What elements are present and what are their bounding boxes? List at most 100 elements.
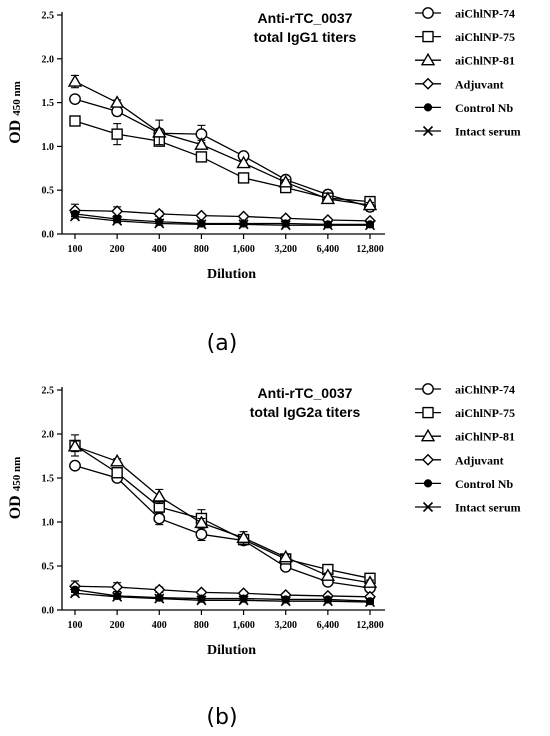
- data-point: [195, 528, 208, 541]
- data-point: [280, 596, 291, 607]
- legend-label: aiChlNP-74: [455, 383, 515, 397]
- x-tick-label: 400: [152, 620, 167, 631]
- x-tick-label: 12,800: [356, 244, 384, 255]
- y-tick-label: 2.5: [42, 11, 55, 22]
- series-aichlnp-75: [69, 115, 376, 208]
- data-point: [111, 581, 124, 594]
- data-point: [153, 512, 166, 525]
- legend-marker: [420, 428, 436, 442]
- data-point: [238, 595, 249, 606]
- data-point: [194, 137, 209, 150]
- legend-item: Intact serum: [415, 501, 521, 515]
- chart-title-line: Anti-rTC_0037: [258, 10, 353, 26]
- x-axis-title: Dilution: [207, 267, 256, 282]
- legend-label: aiChlNP-75: [455, 30, 515, 44]
- legend: aiChlNP-74 aiChlNP-75 aiChlNP-81 Adjuvant Co…: [415, 7, 521, 139]
- y-tick-label: 0.5: [42, 186, 55, 197]
- legend: aiChlNP-74 aiChlNP-75 aiChlNP-81 Adjuvant Co…: [415, 383, 521, 515]
- data-point: [280, 220, 291, 231]
- series-line: [74, 585, 371, 598]
- data-point: [320, 568, 336, 581]
- x-tick-label: 6,400: [317, 244, 340, 255]
- y-axis-title-text: OD 450 nm: [7, 457, 24, 520]
- data-point: [236, 530, 251, 544]
- legend-marker: [423, 479, 433, 488]
- legend-marker: [422, 383, 434, 395]
- legend-marker: [422, 406, 434, 419]
- data-point: [111, 128, 123, 140]
- series-intact-serum: [69, 588, 376, 608]
- data-point: [69, 211, 81, 222]
- data-point: [236, 155, 251, 169]
- data-point: [112, 215, 123, 226]
- x-tick-label: 100: [68, 244, 83, 255]
- x-axis-title: Dilution: [207, 643, 256, 658]
- series-line: [74, 445, 371, 584]
- chart-title-line: Anti-rTC_0037: [258, 385, 353, 401]
- x-tick-label: 6,400: [317, 620, 340, 631]
- legend-label: aiChlNP-74: [455, 7, 515, 21]
- data-point: [69, 93, 81, 105]
- y-tick-label: 0.0: [42, 230, 55, 241]
- data-point: [153, 207, 166, 220]
- legend-marker: [422, 501, 434, 513]
- y-axis-title-main: OD: [7, 495, 24, 519]
- series-line: [74, 215, 370, 226]
- y-axis-title: OD 450 nm: [7, 81, 24, 144]
- legend-item: aiChlNP-75: [415, 30, 515, 44]
- legend-item: Adjuvant: [415, 453, 504, 467]
- data-point: [152, 124, 167, 138]
- data-point: [69, 459, 81, 472]
- data-point: [69, 115, 81, 127]
- legend-label: Control Nb: [455, 101, 513, 115]
- y-tick-label: 1.5: [42, 474, 55, 485]
- x-tick-label: 1,600: [232, 620, 255, 631]
- x-tick-label: 12,800: [356, 620, 384, 631]
- chart-title-line: total IgG2a titers: [250, 404, 361, 420]
- y-axis-title-sub: 450 nm: [11, 81, 23, 116]
- series-line: [74, 213, 370, 226]
- data-point: [238, 219, 249, 230]
- y-axis-title: OD 450 nm: [7, 457, 24, 520]
- x-tick-label: 1,600: [232, 244, 255, 255]
- y-tick-label: 1.0: [42, 518, 55, 529]
- x-tick-label: 200: [110, 244, 125, 255]
- legend-marker: [422, 30, 434, 43]
- panel-caption: (b): [206, 705, 237, 730]
- y-tick-label: 1.5: [42, 98, 55, 109]
- y-axis-title-main: OD: [7, 120, 24, 144]
- x-tick-label: 200: [110, 620, 125, 631]
- legend-item: aiChlNP-74: [415, 383, 515, 397]
- legend-item: aiChlNP-81: [415, 52, 515, 68]
- legend-label: aiChlNP-81: [455, 54, 515, 68]
- data-point: [278, 174, 293, 188]
- legend-marker: [423, 103, 433, 112]
- data-point: [196, 595, 207, 606]
- data-point: [237, 172, 250, 184]
- legend-label: aiChlNP-75: [455, 406, 515, 420]
- chart-panel-a: 0.0 0.5 1.0 1.5 2.0 2.5 100 200 400 800 1,600 3,200…: [7, 7, 521, 283]
- chart-title-line: total IgG1 titers: [254, 29, 357, 45]
- series-line: [74, 592, 371, 603]
- data-point: [362, 575, 378, 588]
- legend-item: Intact serum: [415, 125, 521, 139]
- legend-item: aiChlNP-74: [415, 7, 515, 21]
- series-line: [74, 465, 371, 589]
- x-tick-label: 3,200: [274, 244, 297, 255]
- data-point: [278, 549, 293, 563]
- series-aichlnp-81: [67, 438, 378, 588]
- legend-marker: [420, 52, 436, 66]
- y-tick-label: 0.5: [42, 562, 55, 573]
- data-point: [322, 220, 333, 231]
- series-line: [74, 444, 371, 579]
- legend-marker: [422, 125, 434, 137]
- series-aichlnp-81: [67, 74, 378, 211]
- data-point: [364, 220, 376, 231]
- data-point: [195, 151, 208, 163]
- data-point: [320, 191, 336, 205]
- data-point: [364, 597, 376, 608]
- x-tick-label: 100: [68, 620, 83, 631]
- legend-item: aiChlNP-81: [415, 428, 515, 444]
- series-intact-serum: [69, 211, 376, 231]
